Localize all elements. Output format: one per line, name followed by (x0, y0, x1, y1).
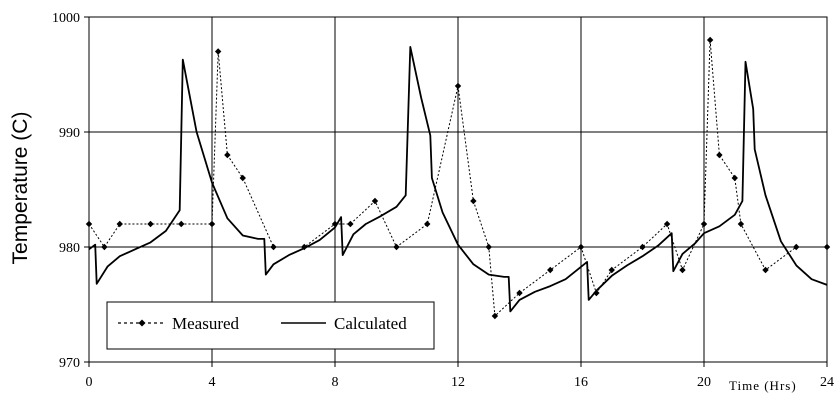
measured-point (547, 266, 554, 274)
measured-point (393, 243, 400, 251)
measured-point (639, 243, 646, 251)
legend-box (106, 301, 435, 350)
measured-point (679, 266, 686, 274)
measured-point (737, 220, 745, 228)
y-axis-label: Temperature (C) (9, 112, 32, 265)
legend-calculated-label: Calculated (334, 314, 407, 333)
measured-point (101, 243, 108, 251)
measured-point (147, 220, 154, 228)
legend-measured-marker (138, 319, 146, 327)
measured-point (214, 48, 222, 55)
series-measured-line (88, 39, 827, 318)
y-tick-label: 1000 (52, 11, 80, 26)
measured-point (762, 266, 769, 274)
measured-point (116, 220, 123, 228)
axis-ticks: 0 4 8 12 16 20 24 970 980 990 1000 (52, 11, 834, 390)
y-tick-label: 970 (59, 356, 80, 371)
measured-point (208, 220, 216, 228)
x-axis-label: Time (Hrs) (729, 378, 797, 393)
measured-point (301, 243, 308, 251)
x-tick-label: 0 (86, 375, 93, 390)
series-calculated-line (88, 46, 828, 313)
x-tick-label: 24 (820, 375, 834, 390)
x-tick-label: 12 (451, 375, 465, 390)
x-tick-label: 16 (574, 375, 588, 390)
measured-point (424, 220, 431, 228)
measured-point (347, 220, 354, 228)
measured-point (224, 151, 231, 159)
measured-point (454, 82, 462, 90)
measured-point (270, 243, 277, 251)
measured-point (331, 220, 339, 228)
grid-lines (89, 17, 827, 362)
measured-point (485, 243, 492, 251)
measured-point (516, 289, 523, 297)
measured-point (239, 174, 246, 182)
legend: Measured Calculated (106, 301, 435, 350)
measured-point (593, 289, 600, 297)
legend-measured-label: Measured (172, 314, 240, 333)
measured-point (491, 312, 499, 320)
measured-point (663, 220, 671, 228)
measured-point (577, 243, 585, 251)
measured-point (716, 151, 723, 159)
series-layer (85, 36, 831, 320)
x-tick-label: 20 (697, 375, 711, 390)
measured-point (85, 220, 93, 228)
measured-point (470, 197, 477, 205)
measured-point (608, 266, 615, 274)
measured-point (731, 174, 738, 182)
measured-point (823, 243, 831, 251)
x-tick-label: 4 (209, 375, 216, 390)
measured-point (178, 220, 185, 228)
y-tick-label: 990 (59, 126, 80, 141)
x-tick-label: 8 (332, 375, 339, 390)
measured-point (793, 243, 800, 251)
measured-point (706, 36, 714, 44)
measured-point (700, 220, 708, 228)
measured-point (371, 197, 379, 205)
y-tick-label: 980 (59, 241, 80, 256)
